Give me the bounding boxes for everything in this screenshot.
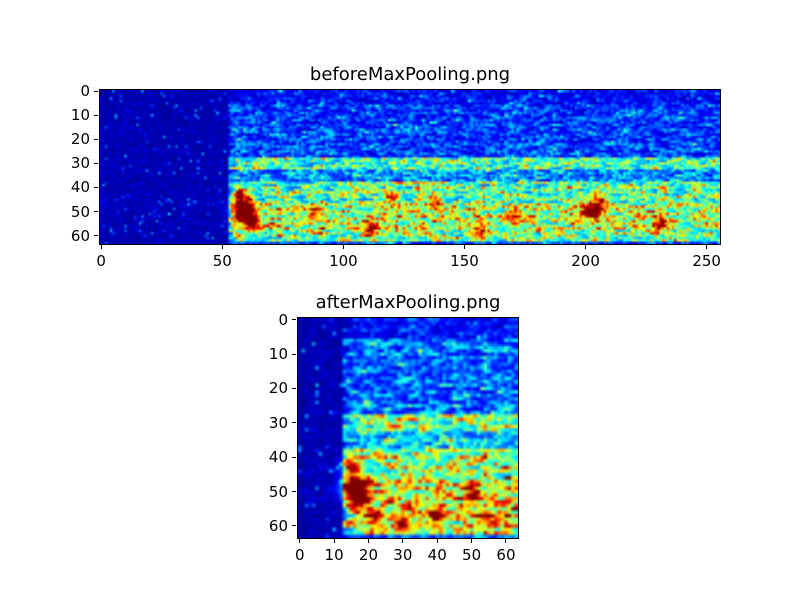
y-tick-mark — [292, 319, 296, 321]
x-tick-label: 100 — [329, 252, 358, 270]
x-tick-mark — [221, 245, 223, 249]
y-tick-label: 40 — [268, 448, 288, 467]
x-tick-label: 0 — [294, 546, 305, 564]
x-tick-label: 0 — [96, 252, 106, 270]
y-tick-label: 0 — [80, 82, 90, 101]
y-tick-label: 60 — [70, 226, 90, 245]
x-tick-mark — [402, 539, 404, 543]
y-tick-mark — [94, 211, 98, 213]
after-maxpooling-title: afterMaxPooling.png — [315, 292, 501, 313]
x-tick-label: 10 — [324, 546, 344, 564]
y-tick-mark — [292, 353, 296, 355]
x-tick-mark — [463, 245, 465, 249]
y-tick-mark — [292, 456, 296, 458]
x-tick-label: 50 — [462, 546, 482, 564]
x-tick-label: 40 — [427, 546, 447, 564]
before-maxpooling-title: beforeMaxPooling.png — [309, 64, 511, 85]
x-tick-label: 50 — [212, 252, 232, 270]
x-tick-mark — [342, 245, 344, 249]
x-tick-label: 150 — [450, 252, 479, 270]
y-tick-mark — [94, 235, 98, 237]
x-tick-mark — [333, 539, 335, 543]
y-tick-label: 10 — [70, 106, 90, 125]
y-tick-label: 30 — [268, 413, 288, 432]
y-tick-mark — [94, 138, 98, 140]
y-tick-label: 30 — [70, 154, 90, 173]
x-tick-mark — [299, 539, 301, 543]
y-tick-label: 50 — [70, 202, 90, 221]
y-tick-label: 40 — [70, 178, 90, 197]
x-tick-mark — [436, 539, 438, 543]
y-tick-label: 50 — [268, 482, 288, 501]
y-tick-label: 20 — [70, 130, 90, 149]
y-tick-mark — [292, 525, 296, 527]
y-tick-mark — [292, 387, 296, 389]
after-maxpooling-axes — [297, 317, 519, 539]
y-tick-label: 60 — [268, 516, 288, 535]
x-tick-label: 200 — [571, 252, 600, 270]
y-tick-mark — [94, 90, 98, 92]
y-tick-mark — [94, 186, 98, 188]
x-tick-label: 60 — [496, 546, 516, 564]
y-tick-mark — [292, 491, 296, 493]
x-tick-label: 30 — [393, 546, 413, 564]
x-tick-mark — [505, 539, 507, 543]
y-tick-label: 10 — [268, 345, 288, 364]
x-tick-label: 250 — [692, 252, 721, 270]
y-tick-label: 0 — [278, 310, 288, 329]
after-maxpooling-heatmap-canvas — [298, 318, 518, 538]
before-maxpooling-heatmap-canvas — [100, 90, 720, 244]
y-tick-mark — [94, 114, 98, 116]
x-tick-mark — [706, 245, 708, 249]
y-tick-mark — [292, 422, 296, 424]
y-tick-label: 20 — [268, 379, 288, 398]
x-tick-mark — [100, 245, 102, 249]
x-tick-mark — [471, 539, 473, 543]
x-tick-label: 20 — [358, 546, 379, 564]
y-tick-mark — [94, 162, 98, 164]
x-tick-mark — [367, 539, 369, 543]
before-maxpooling-axes — [99, 89, 721, 245]
x-tick-mark — [585, 245, 587, 249]
